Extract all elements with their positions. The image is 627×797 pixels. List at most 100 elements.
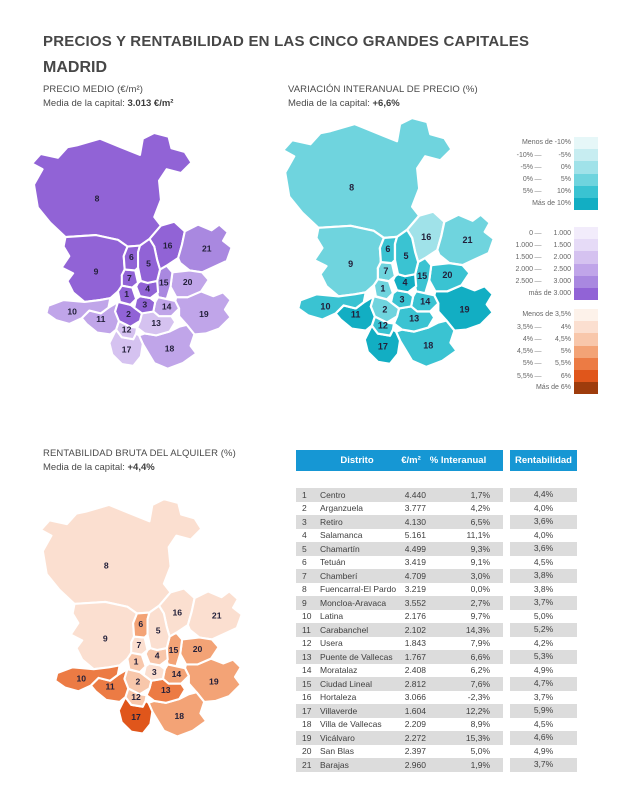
cell-num: 14 bbox=[302, 665, 312, 676]
yield-row: 5,3% bbox=[510, 650, 577, 664]
district-number: 18 bbox=[165, 344, 175, 354]
yield-map-title: RENTABILIDAD BRUTA DEL ALQUILER (%) bbox=[43, 448, 236, 459]
legend-row: 5% —5,5% bbox=[505, 357, 600, 370]
district-number: 12 bbox=[122, 324, 132, 334]
district-number: 19 bbox=[459, 304, 469, 314]
map-district-20 bbox=[428, 261, 471, 293]
yield-row: 3,8% bbox=[533, 583, 554, 594]
legend-row: más de 3.000 bbox=[505, 287, 600, 301]
cell-num: 6 bbox=[302, 557, 307, 568]
cell-num: 20 bbox=[302, 746, 312, 757]
district-number: 16 bbox=[173, 607, 183, 617]
cell-district: Carabanchel bbox=[320, 624, 369, 635]
district-number: 13 bbox=[409, 314, 419, 324]
district-number: 10 bbox=[320, 301, 330, 311]
cell-num: 13 bbox=[302, 651, 312, 662]
legend-label: 2.500—3.000 bbox=[515, 278, 571, 286]
cell-num: 4 bbox=[302, 530, 307, 541]
district-number: 10 bbox=[76, 674, 86, 684]
legend-row: 3,5% —4% bbox=[505, 321, 600, 334]
map-district-10 bbox=[54, 664, 121, 693]
map-district-20 bbox=[179, 636, 220, 666]
map-district-21 bbox=[436, 213, 495, 267]
yield-row: 4,0% bbox=[533, 529, 554, 540]
cell-interannual: 4,2% bbox=[470, 503, 490, 514]
legend-row: 2.000—2.500 bbox=[505, 263, 600, 276]
table-row: 14 Moratalaz 2.408 6,2% bbox=[296, 664, 503, 678]
district-number: 9 bbox=[94, 266, 99, 276]
yield-row: 4,5% bbox=[533, 718, 554, 729]
district-number: 16 bbox=[163, 240, 173, 250]
cell-num: 2 bbox=[302, 503, 307, 514]
legend-swatch bbox=[574, 185, 598, 198]
district-number: 14 bbox=[420, 296, 430, 306]
cell-num: 12 bbox=[302, 638, 312, 649]
table-row: 20 San Blas 2.397 5,0% bbox=[296, 745, 503, 759]
cell-price: 4.709 bbox=[404, 570, 426, 581]
legend-row: 1.500—2.000 bbox=[505, 251, 600, 264]
header-interannual: % Interanual bbox=[429, 455, 487, 466]
cell-num: 1 bbox=[302, 489, 307, 500]
legend-row: -10% — -5% bbox=[505, 149, 600, 162]
legend-swatch bbox=[574, 287, 598, 301]
map-district-21 bbox=[186, 590, 243, 641]
district-number: 20 bbox=[183, 277, 193, 287]
cell-district: Hortaleza bbox=[320, 692, 357, 703]
district-number: 20 bbox=[193, 644, 203, 654]
price-legend: 0—1.000 1.000—1.500 1.500—2.000 2.000—2.500… bbox=[505, 227, 600, 301]
cell-price: 2.408 bbox=[404, 665, 426, 676]
yield-choropleth-map: 8 9 16 21 19 18 20 15 14 13 17 12 11 10 2 3 4 7 6 5 1 bbox=[38, 498, 259, 753]
cell-interannual: 7,6% bbox=[470, 678, 490, 689]
map-district-5 bbox=[146, 604, 171, 652]
legend-row: 0% —5% bbox=[505, 173, 600, 186]
legend-swatch bbox=[574, 227, 598, 240]
cell-num: 16 bbox=[302, 692, 312, 703]
cell-price: 3.552 bbox=[404, 597, 426, 608]
header-rentabilidad: Rentabilidad bbox=[510, 450, 577, 471]
cell-price: 4.440 bbox=[404, 489, 426, 500]
table-row: 1 Centro 4.440 1,7% bbox=[296, 488, 503, 502]
legend-swatch bbox=[574, 333, 598, 346]
legend-row: 5% —10% bbox=[505, 185, 600, 198]
table-row: 18 Villa de Vallecas 2.209 8,9% bbox=[296, 718, 503, 732]
cell-interannual: 15,3% bbox=[465, 732, 490, 743]
cell-num: 10 bbox=[302, 611, 312, 622]
cell-price: 3.419 bbox=[404, 557, 426, 568]
table-row: 7 Chamberí 4.709 3,0% bbox=[296, 569, 503, 583]
variation-section-header: VARIACIÓN INTERANUAL DE PRECIO (%) Media… bbox=[288, 83, 478, 110]
district-number: 4 bbox=[145, 283, 150, 293]
cell-num: 7 bbox=[302, 570, 307, 581]
cell-price: 1.843 bbox=[404, 638, 426, 649]
table-body: 1 Centro 4.440 1,7% 2 Arganzuela 3.777 4,2% 3 Ret… bbox=[296, 488, 503, 772]
cell-num: 17 bbox=[302, 705, 312, 716]
legend-row: 4% —4,5% bbox=[505, 333, 600, 346]
district-number: 20 bbox=[442, 270, 452, 280]
district-number: 5 bbox=[156, 626, 161, 636]
page-title: PRECIOS Y RENTABILIDAD EN LAS CINCO GRAN… bbox=[43, 33, 530, 50]
cell-interannual: 8,9% bbox=[470, 719, 490, 730]
table-row: 21 Barajas 2.960 1,9% bbox=[296, 758, 503, 772]
header-price: €/m² bbox=[401, 455, 421, 466]
legend-label: 5% —10% bbox=[522, 188, 571, 196]
legend-row: Más de 10% bbox=[505, 197, 600, 211]
table-row: 6 Tetuán 3.419 9,1% bbox=[296, 556, 503, 570]
district-number: 3 bbox=[152, 667, 157, 677]
yield-row: 3,8% bbox=[510, 569, 577, 583]
avg-label: Media de la capital: bbox=[43, 97, 128, 109]
district-number: 21 bbox=[202, 243, 212, 253]
district-number: 1 bbox=[124, 289, 129, 299]
avg-value: +6,6% bbox=[372, 97, 400, 109]
legend-swatch bbox=[574, 161, 598, 174]
legend-swatch bbox=[574, 382, 598, 395]
cell-interannual: 2,7% bbox=[470, 597, 490, 608]
district-number: 19 bbox=[199, 309, 209, 319]
map-district-2 bbox=[123, 668, 153, 696]
map-district-5 bbox=[136, 237, 162, 284]
cell-num: 5 bbox=[302, 543, 307, 554]
cell-interannual: 12,2% bbox=[465, 705, 490, 716]
district-number: 21 bbox=[212, 610, 222, 620]
cell-interannual: 6,6% bbox=[470, 651, 490, 662]
legend-swatch bbox=[574, 239, 598, 252]
